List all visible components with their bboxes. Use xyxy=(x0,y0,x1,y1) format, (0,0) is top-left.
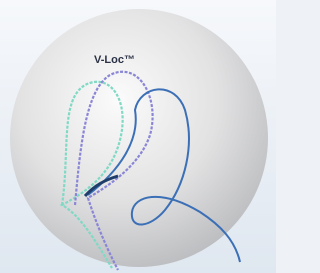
product-image: V-Loc™ xyxy=(0,0,276,273)
page: V-Loc™ (() => { const data = JSON.parse(… xyxy=(0,0,276,273)
sphere xyxy=(10,9,268,267)
product-label: V-Loc™ xyxy=(94,54,135,66)
